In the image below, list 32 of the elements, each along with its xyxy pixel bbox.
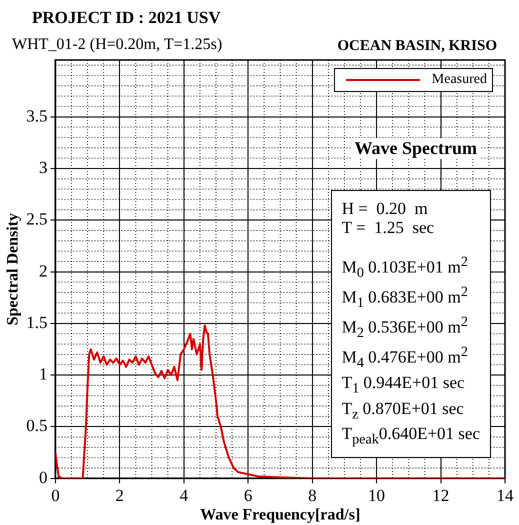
annotation: T$_{z}$ 0.870E+01 sec <box>342 398 465 424</box>
y-tick-label: 1 <box>38 364 48 384</box>
annotation: T$_{1}$ 0.944E+01 sec <box>342 373 466 399</box>
x-tick-label: 14 <box>496 486 514 506</box>
annotation: H = 0.20 m <box>342 199 429 218</box>
y-axis-title: Spectral Density <box>4 212 22 326</box>
x-tick-label: 10 <box>368 486 386 506</box>
chart-subtitle: WHT_01-2 (H=0.20m, T=1.25s) <box>12 36 222 54</box>
annotation: M$_{0}$ 0.103E+01 m$^{2}$ <box>342 253 469 284</box>
x-tick-label: 6 <box>244 486 252 506</box>
legend: Measured <box>334 68 493 92</box>
annotation: M$_{4}$ 0.476E+00 m$^{2}$ <box>342 343 469 374</box>
y-tick-label: 3.5 <box>26 106 48 126</box>
y-tick-label: 2.5 <box>26 210 48 229</box>
x-tick-label: 4 <box>180 486 189 506</box>
x-tick-label: 0 <box>51 486 60 506</box>
annotation: M$_{2}$ 0.536E+00 m$^{2}$ <box>342 313 469 344</box>
x-tick-label: 12 <box>432 486 450 506</box>
annotation: T = 1.25 sec <box>342 218 436 237</box>
x-tick-label: 2 <box>115 486 124 506</box>
chart-title: PROJECT ID : 2021 USV <box>32 8 221 28</box>
y-tick-label: 0 <box>38 468 48 487</box>
annotation: M$_{1}$ 0.683E+00 m$^{2}$ <box>342 283 469 314</box>
annotation: Wave Spectrum <box>350 138 481 159</box>
x-axis-title: Wave Frequency[rad/s] <box>200 506 360 524</box>
annotation: T$_{peak}$0.640E+01 sec <box>342 424 480 450</box>
y-tick-label: 3 <box>38 158 48 177</box>
y-tick-label: 2 <box>38 261 48 280</box>
y-tick-label: 1.5 <box>26 312 48 332</box>
x-tick-label: 8 <box>308 486 317 506</box>
text: OCEAN BASIN, KRISO <box>337 38 497 55</box>
y-tick-label: 0.5 <box>26 416 48 436</box>
